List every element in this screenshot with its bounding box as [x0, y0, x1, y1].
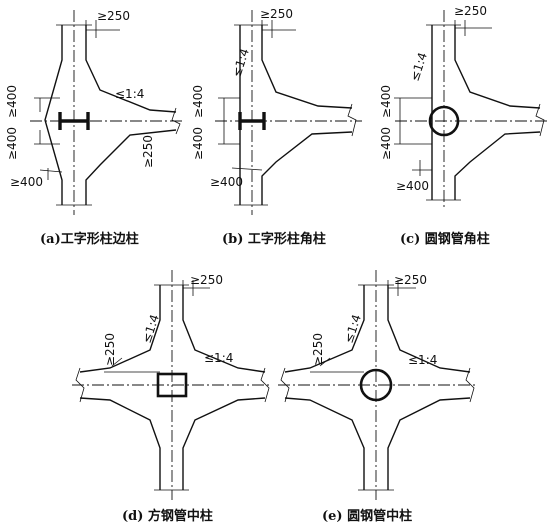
diagram-a-dim-4: ≥400 [5, 127, 19, 160]
diagram-d-dim-top [182, 280, 210, 296]
diagram-c-dim-1: ≥250 [454, 4, 487, 18]
diagram-c-dim-3: ≥400 [379, 85, 393, 118]
diagram-e-horizontal-breaks [280, 367, 475, 403]
diagram-b-dim-top [261, 20, 296, 38]
diagram-d-horizontal-breaks [75, 367, 270, 403]
diagram-c-dim-left [394, 97, 432, 145]
diagram-a-dim-top [85, 20, 120, 38]
caption-d: (d) 方钢管中柱 [122, 508, 213, 524]
diagram-e-dim-top [387, 280, 416, 296]
diagram-c-dim-bottom [412, 160, 433, 176]
diagram-d-dim-3: ≤1:4 [140, 313, 162, 345]
caption-a: (a)工字形柱边柱 [40, 231, 139, 247]
diagram-a-dim-5: ≥250 [141, 135, 155, 168]
diagram-d-lower-right [182, 397, 266, 490]
diagram-a-upper-flange [85, 25, 177, 113]
diagram-c-lower-flange [454, 131, 541, 200]
diagram-d-dim-1: ≥250 [190, 273, 223, 287]
diagram-e-dim-1: ≥250 [394, 273, 427, 287]
diagram-e-dim-left [310, 357, 364, 373]
diagram-c-dim-4: ≥400 [379, 127, 393, 160]
diagram-b-upper-flange [261, 25, 353, 109]
diagram-a-dim-1: ≥250 [97, 9, 130, 23]
diagram-c: ≥250 ≤1:4 ≥400 ≥400 ≥400 [379, 4, 548, 210]
diagram-c-upper-flange [454, 25, 541, 109]
diagram-b-dim-4: ≥400 [191, 127, 205, 160]
diagram-c-dim-top [454, 20, 492, 36]
diagram-c-round-tube [428, 105, 460, 137]
diagram-a-dim-6: ≥400 [10, 175, 43, 189]
diagram-e-dim-4: ≤1:4 [408, 353, 437, 367]
diagram-e-dim-2: ≥250 [311, 333, 325, 366]
diagram-e-round-tube [359, 368, 393, 402]
diagram-b-dim-left [218, 97, 240, 145]
diagram-a-i-section [58, 112, 90, 130]
diagram-d-dim-4: ≤1:4 [204, 351, 233, 365]
diagram-e-lower-right [387, 397, 471, 490]
diagram-c-dim-5: ≥400 [396, 179, 429, 193]
diagram-a-dim-left [34, 97, 60, 145]
diagram-b-i-section [238, 112, 266, 130]
diagram-a-left-edge [44, 25, 63, 205]
diagram-b-dim-3: ≥400 [191, 85, 205, 118]
diagram-b-dim-5: ≥400 [210, 175, 243, 189]
diagram-a-dim-2: ≤1:4 [115, 87, 144, 101]
diagram-e-upper-right [387, 285, 471, 373]
caption-b: (b) 工字形柱角柱 [222, 231, 326, 247]
diagram-b-dim-1: ≥250 [260, 7, 293, 21]
diagram-b-dim-2: ≤1:4 [230, 47, 252, 79]
diagram-a-dim-3: ≥400 [5, 85, 19, 118]
diagram-d-dim-2: ≥250 [103, 333, 117, 366]
diagram-b-dim-bottom [231, 167, 263, 171]
diagram-e: ≥250 ≥250 ≤1:4 ≤1:4 [278, 270, 478, 500]
diagram-b-lower-flange [261, 131, 353, 205]
caption-e: (e) 圆钢管中柱 [322, 508, 412, 524]
diagram-b: ≥250 ≤1:4 ≥400 ≥400 ≥400 [191, 7, 362, 215]
diagram-d-lower-left [79, 397, 161, 490]
diagram-c-right-break [535, 103, 545, 137]
caption-c: (c) 圆钢管角柱 [400, 231, 490, 247]
diagram-e-upper-left [284, 285, 365, 373]
diagram-d-square-tube [156, 372, 188, 398]
diagram-a: ≥250 ≤1:4 ≥400 ≥400 ≥250 ≥400 [5, 9, 185, 215]
diagram-d-dim-left [104, 357, 160, 373]
diagram-e-lower-left [284, 397, 365, 490]
diagram-d-upper-left [79, 285, 161, 373]
diagram-d-upper-right [182, 285, 266, 373]
diagram-d: ≥250 ≥250 ≤1:4 ≤1:4 [72, 270, 272, 500]
diagram-c-dim-2: ≤1:4 [408, 51, 430, 83]
diagram-b-right-break [347, 103, 357, 137]
diagram-a-lower-flange [85, 129, 177, 205]
diagram-a-right-break [171, 107, 181, 135]
diagram-a-dim-bottom [39, 168, 63, 180]
